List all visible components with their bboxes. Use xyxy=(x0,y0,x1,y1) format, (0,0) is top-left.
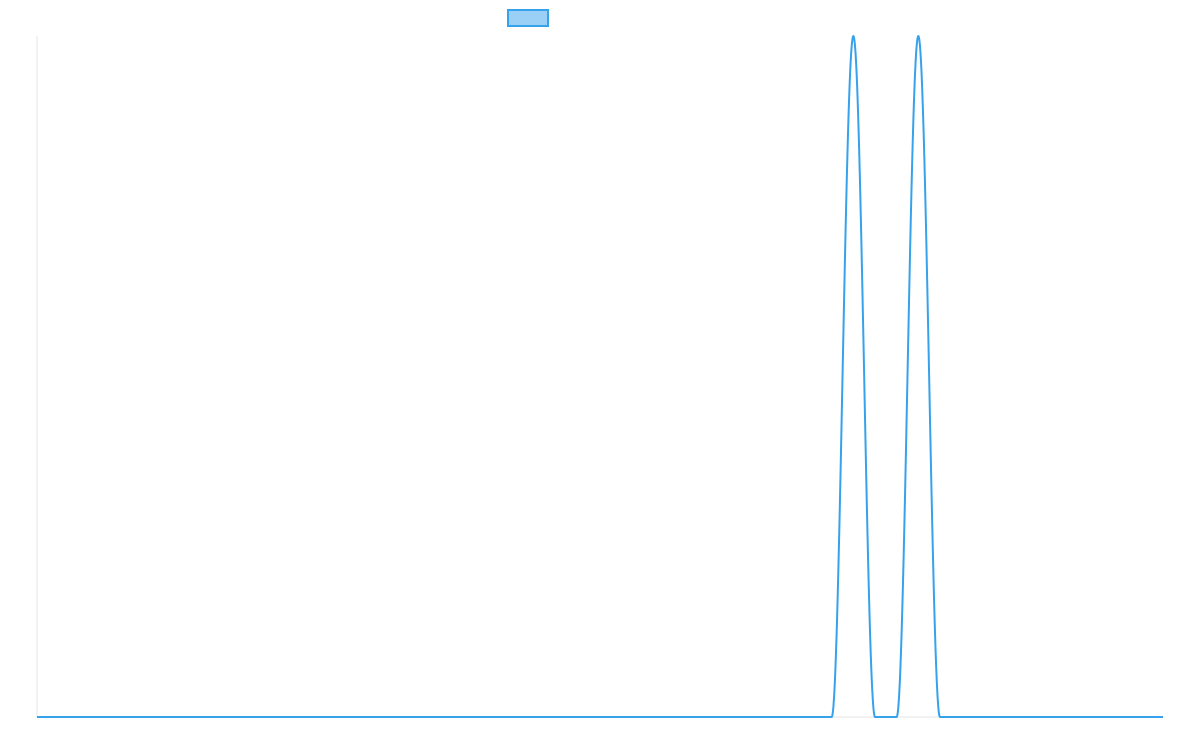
legend[interactable] xyxy=(507,9,549,27)
plot-area xyxy=(37,35,1163,718)
series-line xyxy=(37,35,1163,718)
legend-swatch[interactable] xyxy=(507,9,549,27)
